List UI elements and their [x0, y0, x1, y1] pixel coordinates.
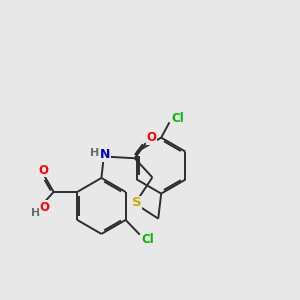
Text: Cl: Cl	[171, 112, 184, 125]
Text: S: S	[132, 196, 142, 209]
Text: O: O	[40, 201, 50, 214]
Text: Cl: Cl	[142, 233, 154, 247]
Text: H: H	[90, 148, 99, 158]
Text: O: O	[38, 164, 48, 177]
Text: O: O	[146, 131, 156, 144]
Text: H: H	[31, 208, 40, 218]
Text: N: N	[100, 148, 110, 161]
